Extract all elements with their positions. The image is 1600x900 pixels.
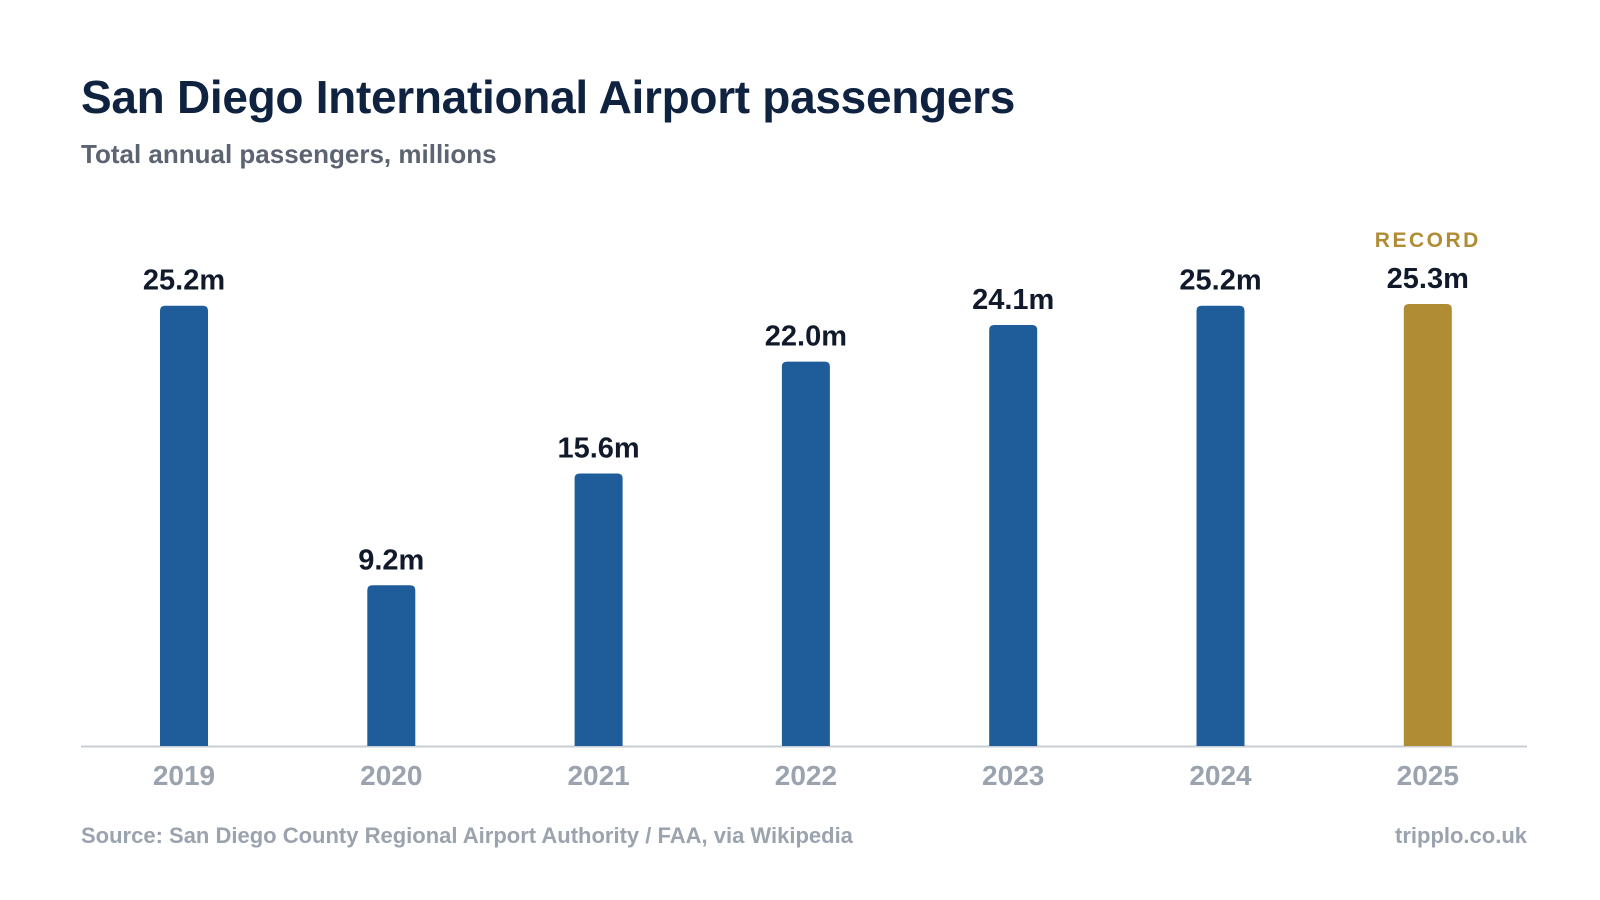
x-tick-label-2020: 2020 — [360, 760, 422, 791]
x-tick-label-2022: 2022 — [775, 760, 837, 791]
value-label-2021: 15.6m — [557, 432, 639, 464]
value-label-2024: 25.2m — [1179, 265, 1261, 297]
bar-2021 — [574, 473, 623, 746]
x-tick-label-2021: 2021 — [567, 760, 629, 791]
value-label-2025: 25.3m — [1387, 263, 1469, 295]
x-tick-label-2019: 2019 — [153, 760, 215, 791]
x-tick-label-2025: 2025 — [1397, 760, 1459, 791]
value-label-2023: 24.1m — [972, 284, 1054, 316]
bar-2025 — [1403, 304, 1452, 746]
value-label-2022: 22.0m — [765, 321, 847, 353]
x-tick-label-2024: 2024 — [1189, 760, 1252, 791]
brand-link[interactable]: tripplo.co.uk — [1395, 823, 1527, 848]
x-tick-label-2023: 2023 — [982, 760, 1044, 791]
value-label-2019: 25.2m — [143, 265, 225, 297]
bar-2024 — [1196, 305, 1245, 746]
bar-2019 — [160, 305, 208, 746]
bar-2020 — [367, 585, 416, 746]
chart-title: San Diego International Airport passenge… — [81, 71, 1015, 123]
bar-2022 — [781, 361, 830, 746]
bar-2023 — [989, 324, 1038, 746]
value-label-2020: 9.2m — [358, 544, 424, 576]
chart-subtitle: Total annual passengers, millions — [81, 139, 497, 169]
record-annotation: RECORD — [1375, 229, 1481, 252]
source-note: Source: San Diego County Regional Airpor… — [81, 823, 853, 848]
